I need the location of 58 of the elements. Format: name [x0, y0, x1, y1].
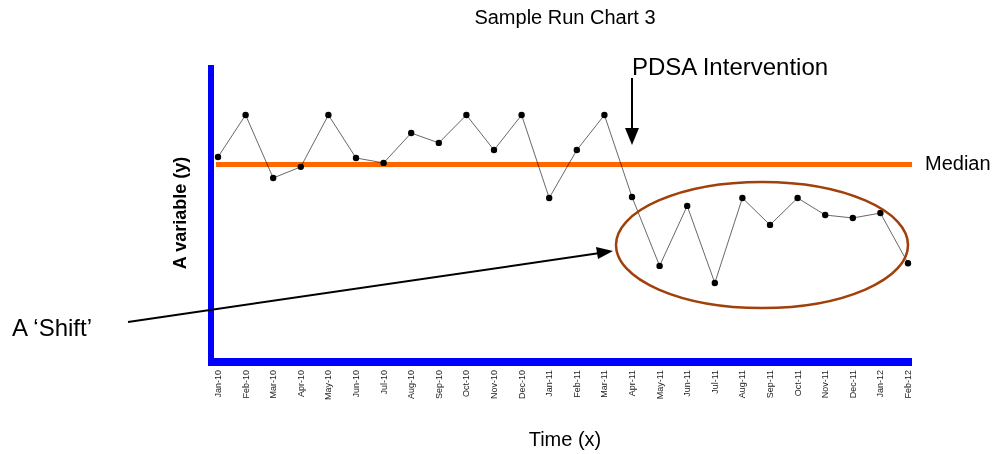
x-tick-label: Dec-10 — [516, 370, 527, 400]
x-tick-label: Feb-12 — [903, 370, 913, 399]
point — [242, 111, 249, 119]
x-tick-label: Jan-11 — [544, 370, 555, 397]
point — [849, 214, 856, 222]
point — [684, 202, 691, 210]
x-tick-label: Jan-12 — [875, 370, 886, 398]
point — [656, 262, 663, 270]
point — [794, 194, 801, 202]
point — [518, 111, 525, 119]
x-tick-label: Sep-10 — [433, 370, 444, 400]
point — [435, 139, 442, 147]
x-tick-label: Dec-11 — [847, 370, 858, 399]
point — [573, 146, 580, 154]
x-tick-label: May-10 — [323, 370, 334, 401]
text: PDSA Intervention — [632, 53, 829, 80]
point — [711, 279, 718, 287]
point — [546, 194, 553, 202]
point — [739, 194, 746, 202]
x-tick-label: Jul-11 — [709, 370, 720, 394]
x-tick-label: Mar-11 — [599, 370, 610, 398]
x-tick-label: Aug-10 — [406, 370, 417, 400]
x-tick-label: Feb-10 — [240, 370, 251, 399]
point — [904, 260, 912, 267]
x-tick-label: Jan-10 — [213, 370, 223, 398]
x-tick-label: Apr-11 — [627, 370, 637, 397]
y-axis-title: A variable (y) — [170, 156, 190, 270]
x-tick-label: Oct-10 — [461, 370, 472, 398]
point — [214, 153, 222, 161]
x-tick-label: Sep-11 — [765, 370, 775, 399]
x-tick-label: Mar-10 — [268, 370, 279, 399]
point — [877, 209, 884, 217]
x-tick-label: Oct-11 — [792, 370, 803, 397]
point — [408, 129, 415, 137]
point — [601, 111, 608, 119]
x-tick-label: Jul-10 — [378, 370, 389, 395]
point — [628, 193, 636, 201]
point — [490, 146, 498, 154]
x-tick-label: Nov-10 — [489, 370, 499, 400]
point — [270, 174, 277, 182]
point — [766, 221, 774, 229]
x-tick-label: Feb-11 — [571, 370, 582, 398]
point — [325, 111, 332, 119]
x-tick-label: Jun-11 — [682, 370, 693, 397]
point — [463, 111, 470, 119]
point — [822, 211, 829, 219]
x-tick-label: Nov-11 — [820, 370, 831, 399]
x-axis-title: Time (x) — [528, 428, 602, 450]
x-tick-label: Aug-11 — [737, 370, 748, 399]
text: A ‘Shift’ — [12, 314, 93, 341]
ref-line-label: Median — [925, 152, 991, 175]
x-tick-label: Apr-10 — [295, 370, 306, 398]
point — [297, 163, 304, 171]
x-tick-label: Jun-10 — [351, 370, 361, 398]
x-tick-label: May-11 — [654, 370, 665, 400]
point — [380, 159, 387, 167]
chart-title: Sample Run Chart 3 — [474, 6, 656, 28]
point — [352, 154, 360, 162]
